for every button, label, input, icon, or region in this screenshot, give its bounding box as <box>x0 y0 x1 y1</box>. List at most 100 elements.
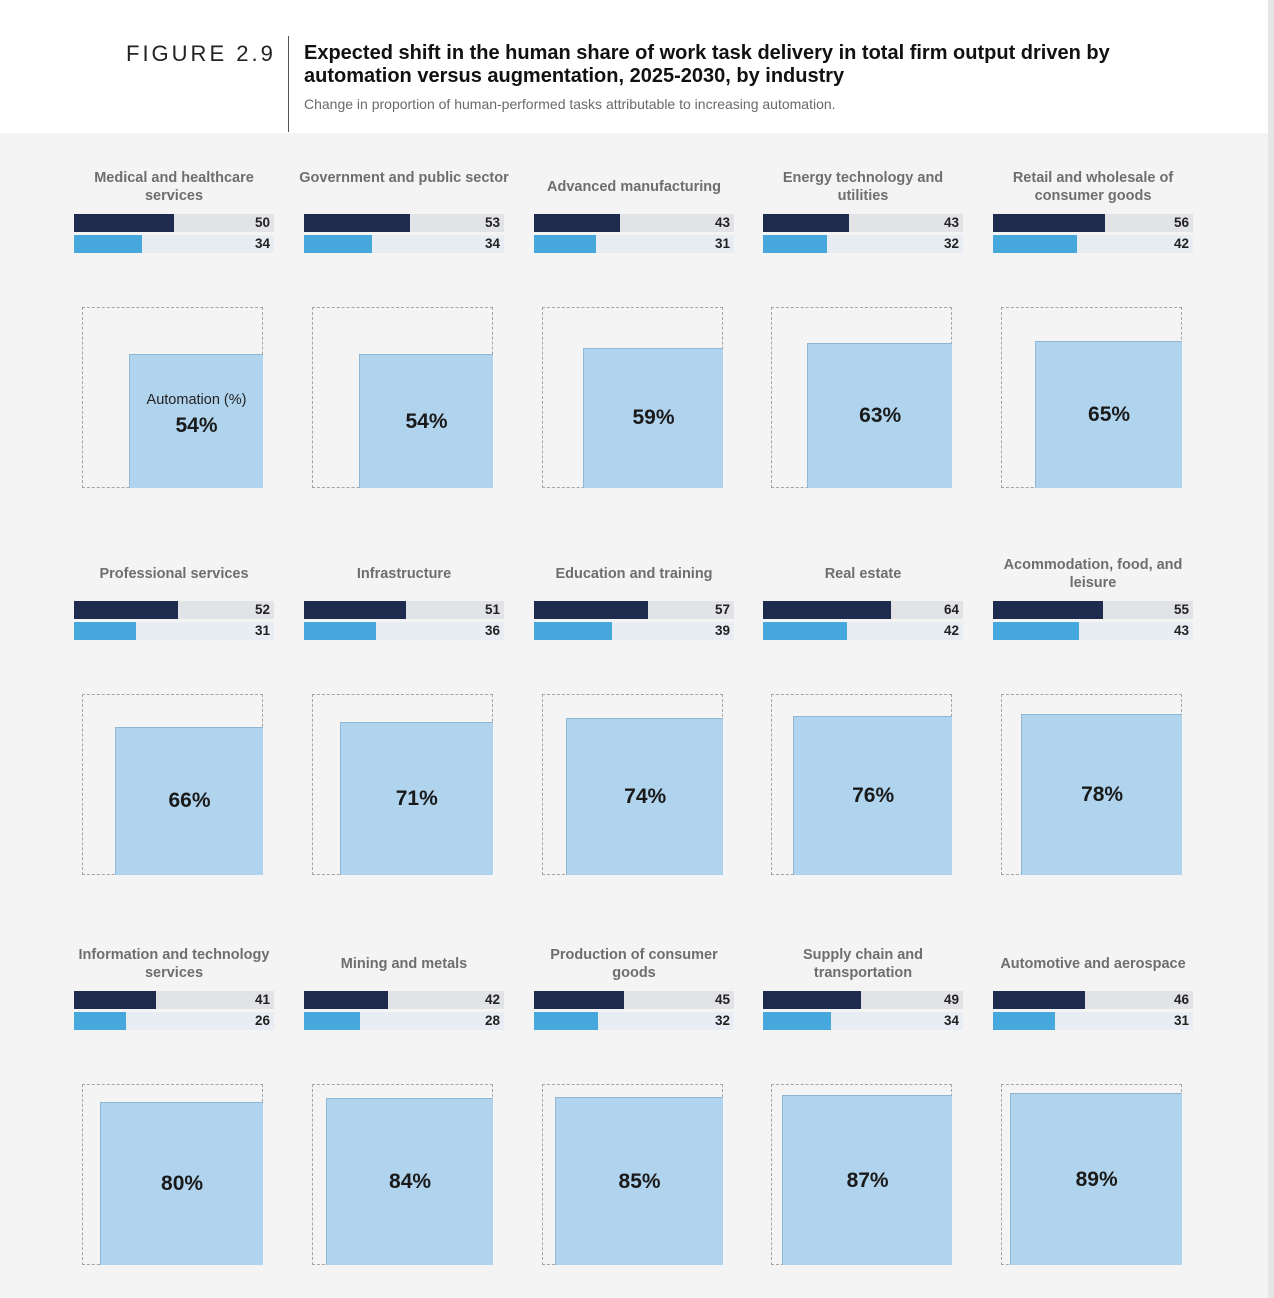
dark-bar <box>74 214 174 232</box>
automation-frame: 76% <box>771 694 952 875</box>
dark-bar-value: 64 <box>943 602 959 617</box>
dark-bar <box>534 991 624 1009</box>
automation-value: 66% <box>168 789 211 813</box>
automation-square: 84% <box>326 1098 493 1265</box>
automation-frame: 84% <box>312 1084 493 1265</box>
dark-bar-value: 57 <box>714 602 730 617</box>
light-bar-row: 34 <box>763 1012 963 1030</box>
industry-cell: Advanced manufacturing 43 31 59% <box>534 169 734 499</box>
industry-name: Infrastructure <box>356 566 452 582</box>
automation-value: 54% <box>175 413 218 437</box>
light-bar-row: 43 <box>993 622 1193 640</box>
light-bar-value: 31 <box>714 236 730 251</box>
dark-bar <box>993 991 1085 1009</box>
light-bar-value: 34 <box>484 236 500 251</box>
industry-name: Real estate <box>824 566 902 582</box>
light-bar-row: 32 <box>534 1012 734 1030</box>
industry-name: Professional services <box>99 566 249 582</box>
automation-square: 76% <box>793 716 952 875</box>
automation-square: 85% <box>555 1097 723 1265</box>
dark-bar-value: 56 <box>1173 215 1189 230</box>
industry-name: Government and public sector <box>299 170 509 186</box>
industry-name: Mining and metals <box>340 956 468 972</box>
light-bar-value: 42 <box>1173 236 1189 251</box>
automation-square: 87% <box>782 1095 952 1265</box>
light-bar <box>74 1012 126 1030</box>
light-bar-value: 32 <box>943 236 959 251</box>
light-bar-row: 31 <box>993 1012 1193 1030</box>
header-divider <box>288 36 289 132</box>
automation-value: 54% <box>405 409 448 433</box>
industry-cell: Mining and metals 42 28 84% <box>304 946 504 1276</box>
light-bar-value: 31 <box>254 623 270 638</box>
light-bar-row: 42 <box>993 235 1193 253</box>
dark-bar-value: 45 <box>714 992 730 1007</box>
automation-value: 59% <box>632 406 675 430</box>
industry-cell: Medical and healthcare services 50 34 Autom… <box>74 169 274 499</box>
automation-square: 78% <box>1021 714 1182 875</box>
industry-cell: Retail and wholesale of consumer goods 56… <box>993 169 1193 499</box>
industry-cell: Acommodation, food, and leisure 55 43 78% <box>993 556 1193 886</box>
light-bar <box>304 235 372 253</box>
automation-frame: 59% <box>542 307 723 488</box>
light-bar-value: 31 <box>1173 1013 1189 1028</box>
industry-cell: Energy technology and utilities 43 32 63% <box>763 169 963 499</box>
light-bar <box>534 1012 598 1030</box>
industry-cell: Government and public sector 53 34 54% <box>299 169 509 499</box>
light-bar-row: 32 <box>763 235 963 253</box>
dark-bar-row: 41 <box>74 991 274 1009</box>
industry-name: Retail and wholesale of consumer goods <box>1012 170 1174 204</box>
automation-frame: 63% <box>771 307 952 488</box>
dark-bar-row: 53 <box>304 214 504 232</box>
dark-bar-row: 46 <box>993 991 1193 1009</box>
industry-name: Information and technology services <box>78 947 270 981</box>
light-bar-row: 31 <box>74 622 274 640</box>
light-bar-value: 34 <box>943 1013 959 1028</box>
automation-frame: 85% <box>542 1084 723 1265</box>
dark-bar-row: 52 <box>74 601 274 619</box>
chart-panel: Medical and healthcare services 50 34 Autom… <box>0 133 1268 1298</box>
light-bar-value: 39 <box>714 623 730 638</box>
light-bar <box>993 235 1077 253</box>
dark-bar-value: 55 <box>1173 602 1189 617</box>
light-bar-row: 36 <box>304 622 504 640</box>
automation-square: 74% <box>566 718 723 875</box>
industry-name: Medical and healthcare services <box>94 170 254 204</box>
dark-bar <box>74 601 178 619</box>
industry-name: Acommodation, food, and leisure <box>1003 557 1183 591</box>
automation-value: 80% <box>161 1172 204 1196</box>
dark-bar <box>763 214 849 232</box>
light-bar-row: 42 <box>763 622 963 640</box>
automation-square: 63% <box>807 343 952 488</box>
automation-square: 71% <box>339 721 493 875</box>
automation-frame: 54% <box>312 307 493 488</box>
dark-bar-row: 51 <box>304 601 504 619</box>
light-bar <box>534 235 596 253</box>
industry-name: Production of consumer goods <box>550 947 718 981</box>
automation-square: Automation (%) 54% <box>129 354 263 488</box>
light-bar <box>304 622 376 640</box>
light-bar <box>993 622 1079 640</box>
automation-value: 76% <box>852 784 895 808</box>
dark-bar <box>304 601 406 619</box>
light-bar-row: 39 <box>534 622 734 640</box>
automation-square: 80% <box>100 1102 263 1265</box>
dark-bar-value: 53 <box>484 215 500 230</box>
light-bar-row: 31 <box>534 235 734 253</box>
figure-label: FIGURE 2.9 <box>126 41 276 66</box>
industry-cell: Information and technology services 41 26 8… <box>74 946 274 1276</box>
dark-bar-value: 43 <box>943 215 959 230</box>
dark-bar-value: 52 <box>254 602 270 617</box>
automation-frame: 87% <box>771 1084 952 1265</box>
dark-bar-row: 43 <box>763 214 963 232</box>
dark-bar <box>304 991 388 1009</box>
light-bar-row: 26 <box>74 1012 274 1030</box>
industry-cell: Automotive and aerospace 46 31 89% <box>993 946 1193 1276</box>
dark-bar-row: 42 <box>304 991 504 1009</box>
light-bar-value: 42 <box>943 623 959 638</box>
light-bar-row: 28 <box>304 1012 504 1030</box>
automation-frame: 71% <box>312 694 493 875</box>
dark-bar-row: 45 <box>534 991 734 1009</box>
dark-bar-row: 57 <box>534 601 734 619</box>
dark-bar-row: 43 <box>534 214 734 232</box>
